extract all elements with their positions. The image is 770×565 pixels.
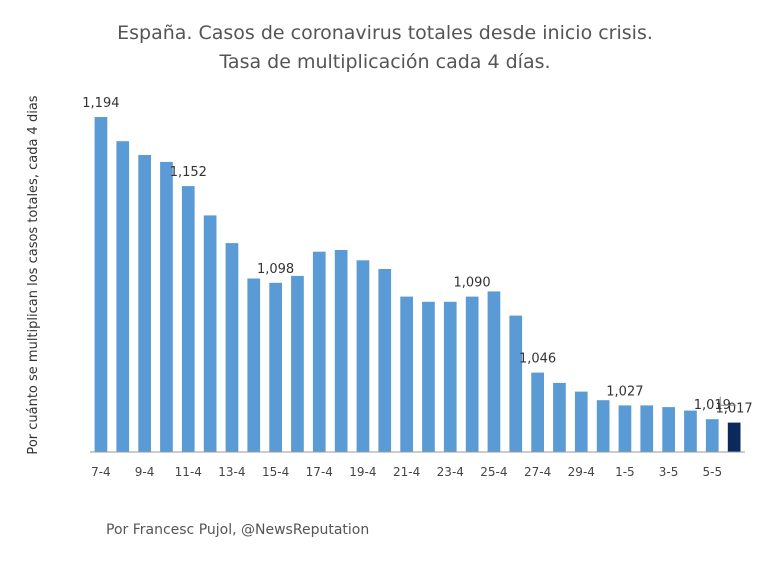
data-label-6-5: 1,017 bbox=[715, 402, 752, 417]
data-label-7-4: 1,194 bbox=[82, 96, 119, 111]
tick-label-3-5: 3-5 bbox=[659, 465, 679, 479]
tick-label-23-4: 23-4 bbox=[437, 465, 464, 479]
chart-title-line-2: Tasa de multiplicación cada 4 días. bbox=[218, 51, 550, 73]
bar-1-5 bbox=[618, 405, 632, 452]
data-label-24-4: 1,090 bbox=[453, 276, 490, 291]
bar-18-4 bbox=[334, 250, 348, 452]
bar-28-4 bbox=[553, 382, 566, 452]
bar-17-4 bbox=[312, 251, 326, 452]
bar-21-4 bbox=[400, 296, 413, 452]
bar-4-5 bbox=[684, 410, 697, 452]
tick-label-13-4: 13-4 bbox=[218, 465, 245, 479]
bar-26-4 bbox=[509, 315, 523, 452]
bar-10-4 bbox=[160, 161, 173, 452]
credit-text: Por Francesc Pujol, @NewsReputation bbox=[106, 522, 370, 538]
bar-24-4 bbox=[465, 296, 479, 452]
tick-label-25-4: 25-4 bbox=[480, 465, 507, 479]
y-axis-label: Por cuánto se multiplican los casos tota… bbox=[26, 95, 41, 454]
bar-29-4 bbox=[574, 391, 588, 452]
bar-7-4 bbox=[94, 117, 108, 452]
leader-line bbox=[719, 396, 737, 406]
bar-23-4 bbox=[443, 301, 457, 452]
data-label-27-4: 1,046 bbox=[519, 352, 556, 367]
data-label-1-5: 1,027 bbox=[606, 384, 643, 399]
tick-label-21-4: 21-4 bbox=[393, 465, 420, 479]
tick-label-27-4: 27-4 bbox=[524, 465, 551, 479]
bar-19-4 bbox=[356, 260, 370, 452]
tick-label-1-5: 1-5 bbox=[615, 465, 635, 479]
bar-6-5 bbox=[727, 422, 741, 452]
tick-label-19-4: 19-4 bbox=[349, 465, 376, 479]
chart-title-line-1: España. Casos de coronavirus totales des… bbox=[117, 22, 653, 44]
tick-label-29-4: 29-4 bbox=[568, 465, 595, 479]
tick-label-15-4: 15-4 bbox=[262, 465, 289, 479]
bar-2-5 bbox=[640, 405, 654, 452]
bar-12-4 bbox=[203, 215, 217, 452]
x-axis-ticks: 7-4 9-4 11-4 13-4 15-4 17-4 19-4 21-4 23-4 25-4 27… bbox=[91, 465, 722, 479]
tick-label-11-4: 11-4 bbox=[175, 465, 202, 479]
bar-3-5 bbox=[662, 407, 675, 452]
bar-15-4 bbox=[269, 282, 282, 452]
tick-label-17-4: 17-4 bbox=[306, 465, 333, 479]
bar-30-4 bbox=[596, 400, 610, 452]
bar-25-4 bbox=[487, 291, 501, 452]
bar-16-4 bbox=[291, 275, 304, 452]
bar-22-4 bbox=[422, 301, 435, 452]
bar-8-4 bbox=[116, 141, 130, 452]
data-label-11-4: 1,152 bbox=[170, 165, 207, 180]
bar-20-4 bbox=[378, 269, 392, 452]
tick-label-5-5: 5-5 bbox=[702, 465, 722, 479]
data-label-15-4: 1,098 bbox=[257, 262, 294, 277]
bar-14-4 bbox=[247, 278, 261, 452]
bar-5-5 bbox=[705, 419, 719, 452]
bar-13-4 bbox=[225, 243, 239, 452]
data-label-5-5: 1,019 bbox=[694, 398, 731, 413]
chart-title: España. Casos de coronavirus totales des… bbox=[117, 22, 653, 73]
tick-label-7-4: 7-4 bbox=[91, 465, 111, 479]
bars-group bbox=[94, 117, 741, 452]
bar-11-4 bbox=[181, 186, 195, 452]
bar-9-4 bbox=[138, 155, 151, 452]
bar-27-4 bbox=[531, 372, 544, 452]
tick-label-9-4: 9-4 bbox=[135, 465, 155, 479]
